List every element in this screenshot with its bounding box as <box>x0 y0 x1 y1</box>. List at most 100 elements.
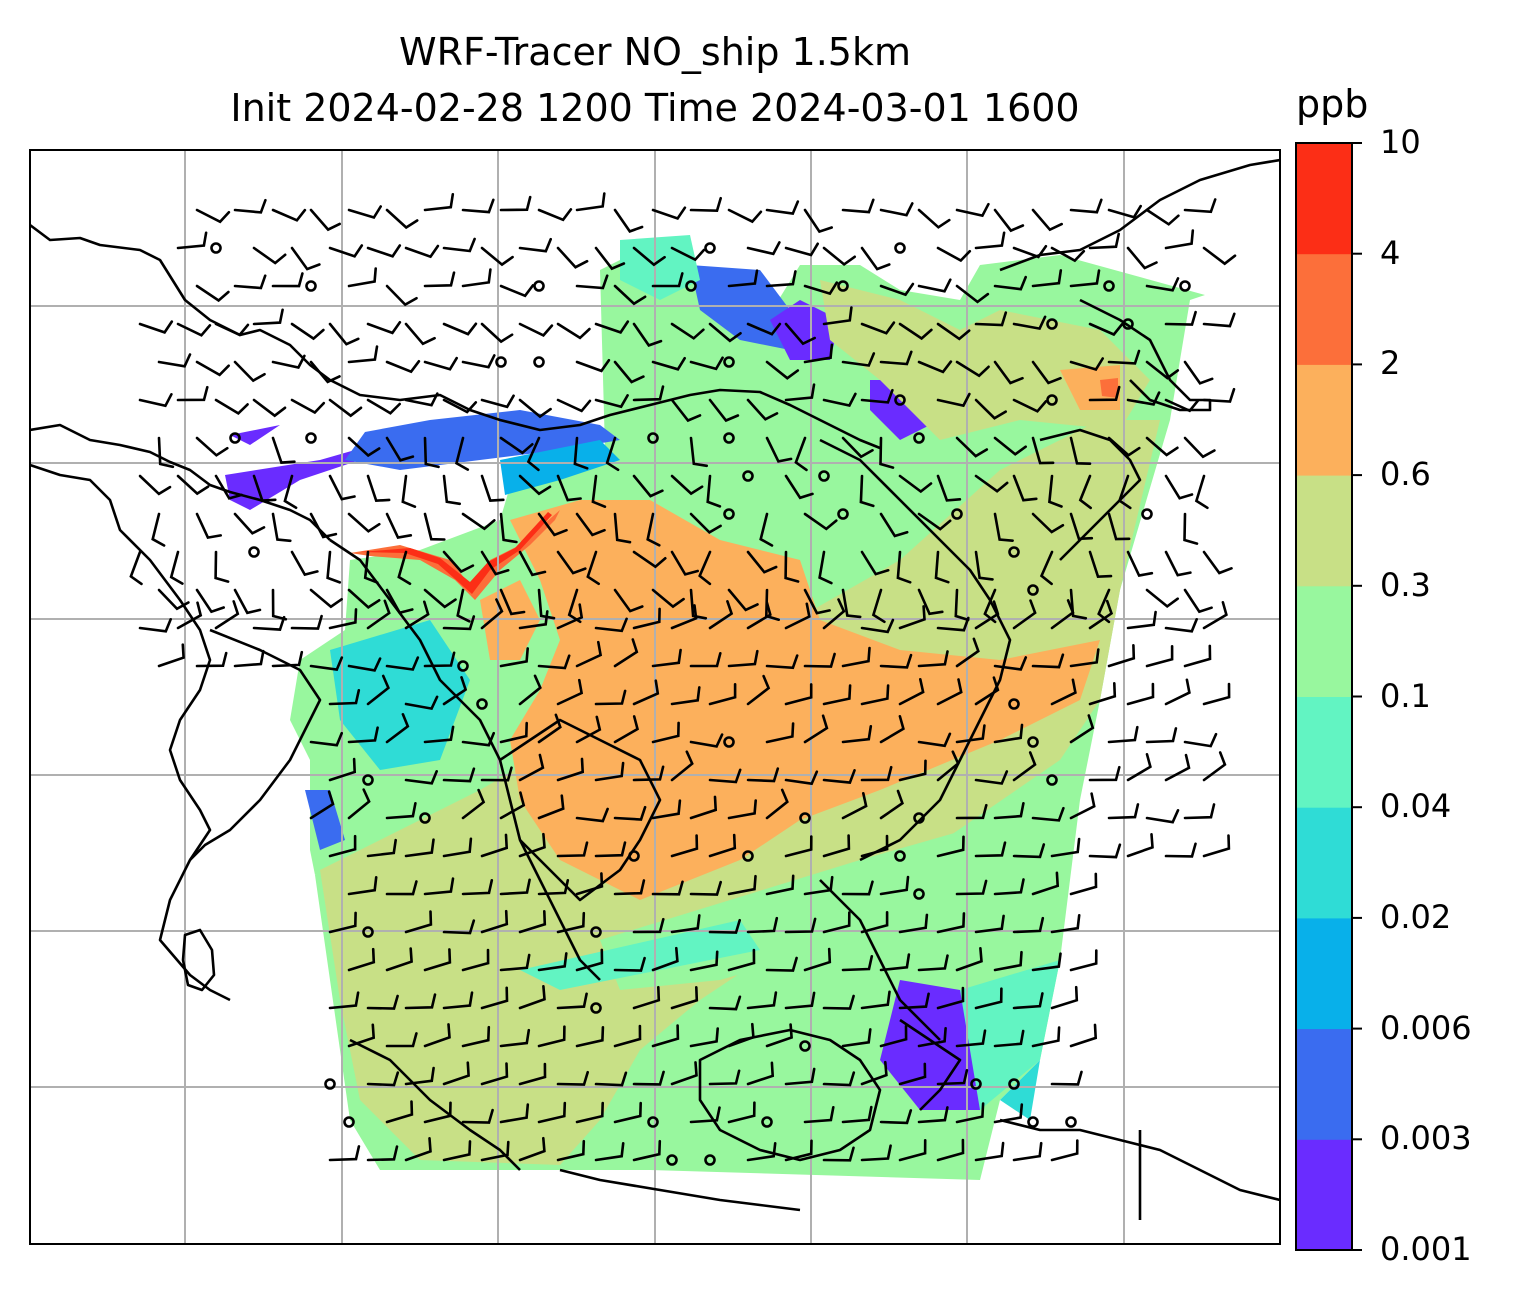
wind-barb <box>917 954 949 972</box>
wind-barb <box>746 241 781 256</box>
wind-barb <box>1126 246 1158 270</box>
wind-barb <box>1039 550 1054 586</box>
wind-barb <box>537 1025 566 1048</box>
wind-barb <box>442 1061 470 1086</box>
wind-barb <box>955 637 980 668</box>
wind-barb <box>818 550 833 585</box>
wind-barb <box>898 1139 927 1162</box>
wind-barb <box>499 1028 531 1048</box>
wind-barb <box>917 208 951 229</box>
wind-barb <box>803 588 831 615</box>
wind-barb <box>252 398 287 418</box>
field-level-0.1-se <box>960 960 1060 1110</box>
wind-barb <box>252 308 284 326</box>
field-level-10-river <box>360 512 552 594</box>
wind-barbs <box>129 192 1237 1166</box>
colorbar-unit-label: ppb <box>1296 82 1369 126</box>
wind-barb <box>974 550 994 581</box>
wind-barb <box>1164 310 1197 326</box>
wind-barb <box>1126 610 1157 630</box>
title-line-1: WRF-Tracer NO_ship 1.5km <box>399 30 911 74</box>
wind-barb <box>651 272 684 288</box>
wind-barb <box>283 474 298 509</box>
wind-barb <box>461 512 496 531</box>
wind-barb <box>385 588 414 615</box>
wind-barb <box>670 914 701 934</box>
wind-barb <box>879 350 913 366</box>
wind-barb <box>955 724 986 744</box>
coast-srilanka <box>181 928 216 992</box>
wind-barb <box>442 322 478 336</box>
wind-barb <box>822 769 856 784</box>
wind-barb <box>1145 588 1179 609</box>
calm-wind-circle <box>324 1078 336 1090</box>
calm-wind-circle <box>1103 280 1115 292</box>
wind-barb <box>423 725 455 744</box>
wind-barb <box>328 1145 361 1162</box>
wind-barb <box>537 208 573 222</box>
wind-barb <box>347 876 378 896</box>
wind-barb <box>898 1062 927 1086</box>
wind-barb <box>613 512 632 544</box>
wind-barb <box>765 654 799 670</box>
wind-barb <box>993 950 1023 972</box>
wind-barb <box>727 269 759 288</box>
wind-barb <box>879 436 895 469</box>
wind-barb <box>860 1060 888 1086</box>
wind-barb <box>518 985 546 1010</box>
wind-barb <box>955 436 989 458</box>
wind-barb <box>1183 512 1199 545</box>
wind-barb <box>974 770 1009 785</box>
wind-barb <box>423 271 456 288</box>
wind-barb <box>309 360 341 384</box>
wind-barb <box>233 512 266 535</box>
wind-barb <box>632 917 665 934</box>
wind-barb <box>575 274 609 290</box>
wind-barb <box>556 911 586 934</box>
calm-wind-circle <box>590 926 602 938</box>
wind-barb <box>233 588 262 615</box>
wind-barb <box>214 600 240 630</box>
wind-barb <box>404 1066 435 1086</box>
calm-wind-circle <box>533 280 545 292</box>
wind-barb <box>746 550 778 574</box>
wind-barb <box>1183 198 1217 214</box>
wind-barb <box>670 246 706 262</box>
wind-barb <box>1088 682 1117 706</box>
wind-barb <box>480 550 510 576</box>
wind-barb <box>366 838 397 858</box>
wind-barb <box>176 601 203 630</box>
wind-barb <box>290 322 325 341</box>
wind-barb <box>328 398 363 418</box>
wind-barb <box>1012 751 1037 782</box>
wind-barb <box>708 918 741 934</box>
wind-barb <box>1107 644 1136 668</box>
wind-barb <box>689 436 708 468</box>
wind-barb <box>385 436 415 462</box>
wind-barb <box>936 912 966 934</box>
field-level-0.04-se <box>1000 1060 1040 1120</box>
calm-wind-circle <box>1046 394 1058 406</box>
wind-barb <box>594 617 628 633</box>
wind-barb <box>708 833 737 858</box>
wind-barb <box>974 841 1007 858</box>
colorbar-segment <box>1296 475 1352 587</box>
calm-wind-circle <box>913 432 925 444</box>
wind-barb <box>556 246 589 269</box>
title-line-2: Init 2024-02-28 1200 Time 2024-03-01 160… <box>230 86 1080 130</box>
wind-barb <box>784 602 811 630</box>
wind-barb <box>526 436 541 472</box>
wind-barb <box>366 674 390 706</box>
wind-barb <box>233 274 267 290</box>
wind-barb <box>214 398 249 416</box>
wind-barb <box>423 948 452 972</box>
wind-barb <box>518 398 552 419</box>
calm-wind-circle <box>457 660 469 672</box>
wind-barb <box>328 244 364 258</box>
wind-barb <box>727 948 756 972</box>
wind-barb <box>1012 916 1045 934</box>
wind-barb <box>157 643 185 668</box>
calm-wind-circle <box>647 1116 659 1128</box>
wind-barb <box>252 615 286 631</box>
wind-barb <box>841 198 875 214</box>
